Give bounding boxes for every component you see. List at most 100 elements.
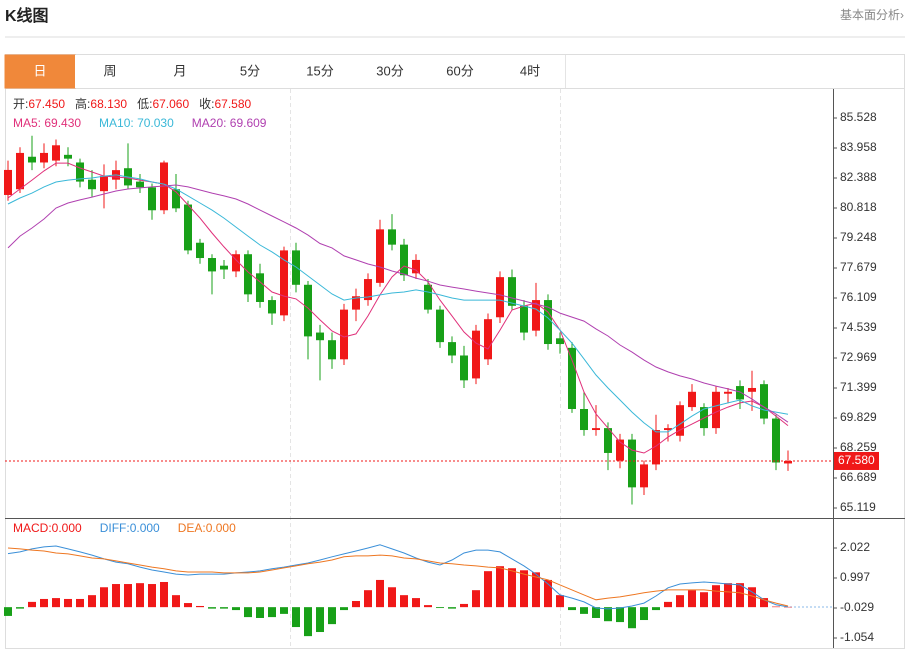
macd-bar <box>616 607 624 623</box>
macd-bar <box>244 607 252 618</box>
macd-bar <box>400 595 408 608</box>
indicator-line <box>7 162 789 454</box>
tab[interactable] <box>75 55 145 88</box>
tab[interactable] <box>425 55 495 88</box>
candle-body <box>172 189 180 209</box>
y-tick-label: 76.109 <box>840 290 877 304</box>
chart-frame <box>5 54 905 649</box>
candle-body <box>340 309 348 360</box>
ohlc-value: 67.060 <box>152 97 189 111</box>
y-tick-label: 85.528 <box>840 110 877 124</box>
macd-bar <box>460 603 468 608</box>
candle-body <box>640 464 648 488</box>
macd-bar <box>196 605 204 608</box>
macd-bar <box>592 607 600 618</box>
legend-entry: DEA:0.000 <box>178 521 236 535</box>
candle-body <box>508 277 516 306</box>
candle-body <box>352 296 360 310</box>
ohlc-name: 开: <box>13 97 28 111</box>
last-price-label: 67.580 <box>838 453 875 467</box>
macd-bar <box>256 607 264 618</box>
candle-body <box>376 229 384 283</box>
tab[interactable] <box>355 55 425 88</box>
candle-body <box>724 391 732 394</box>
macd-bar <box>292 607 300 628</box>
tab-label[interactable]: 月 <box>173 63 186 78</box>
y-tick-label: 77.679 <box>840 260 877 274</box>
tab-label[interactable]: 5分 <box>240 63 260 78</box>
candle-body <box>316 332 324 341</box>
candle-body <box>664 428 672 431</box>
candle-body <box>76 162 84 182</box>
candle-body <box>220 265 228 270</box>
macd-bar <box>544 579 552 608</box>
tab-label[interactable]: 周 <box>103 63 116 78</box>
candle-body <box>28 156 36 163</box>
tab[interactable] <box>145 55 215 88</box>
macd-bar <box>328 607 336 625</box>
macd-bar <box>628 607 636 629</box>
macd-bar <box>208 607 216 609</box>
ohlc-value: 67.580 <box>214 97 251 111</box>
candle-body <box>100 175 108 192</box>
candle-body <box>412 259 420 274</box>
macd-bar <box>268 607 276 618</box>
candle-body <box>256 273 264 302</box>
ohlc-name: 低: <box>137 97 152 111</box>
candle-body <box>148 187 156 211</box>
y-tick-label: 0.997 <box>840 570 870 584</box>
tab-label[interactable]: 30分 <box>376 63 403 78</box>
tab-label[interactable]: 60分 <box>446 63 473 78</box>
macd-bar <box>4 607 12 616</box>
y-tick-label: 65.119 <box>840 500 876 514</box>
macd-bar <box>556 595 564 608</box>
tab[interactable] <box>4 54 76 89</box>
macd-bar <box>172 595 180 608</box>
candle-body <box>460 355 468 381</box>
y-tick-label: 2.022 <box>840 540 870 554</box>
macd-bar <box>712 585 720 608</box>
tab-label[interactable]: 15分 <box>306 63 333 78</box>
macd-bar <box>340 607 348 611</box>
candle-body <box>760 384 768 419</box>
y-tick-label: 71.399 <box>840 380 877 394</box>
candle-body <box>196 242 204 259</box>
y-tick-label: 80.818 <box>840 200 877 214</box>
macd-bar <box>124 584 132 608</box>
tab-label[interactable]: 4时 <box>520 63 540 78</box>
macd-bar <box>484 571 492 608</box>
candle-body <box>676 405 684 436</box>
macd-bar <box>784 606 792 608</box>
macd-bar <box>412 598 420 608</box>
macd-bar <box>508 568 516 608</box>
legend: MA5: 69.430 MA10: 70.030 MA20: 69.609 <box>13 116 267 130</box>
macd-bar <box>40 598 48 608</box>
candle-body <box>448 342 456 356</box>
candle-body <box>244 254 252 295</box>
analysis-link[interactable]: 基本面分析› <box>840 8 904 22</box>
ohlc-name: 收: <box>199 97 214 111</box>
tab-label[interactable]: 日 <box>33 63 46 78</box>
candle-body <box>436 309 444 343</box>
candle-body <box>748 387 756 392</box>
tab[interactable] <box>495 55 565 88</box>
macd-bar <box>100 587 108 608</box>
macd-bar <box>688 590 696 608</box>
macd-bar <box>736 583 744 608</box>
candle-body <box>184 204 192 251</box>
candle-body <box>52 145 60 161</box>
legend: MACD:0.000 DIFF:0.000 DEA:0.000 <box>13 521 236 535</box>
macd-bar <box>316 607 324 633</box>
y-tick-label: -0.029 <box>840 600 874 614</box>
macd-bar <box>520 570 528 608</box>
macd-bar <box>280 607 288 614</box>
candle-body <box>784 460 792 464</box>
macd-bar <box>676 595 684 608</box>
legend-entry: MA5: 69.430 <box>13 116 81 130</box>
candle-body <box>388 229 396 245</box>
candle-body <box>16 152 24 190</box>
tab[interactable] <box>285 55 355 88</box>
tab[interactable] <box>215 55 285 88</box>
macd-bar <box>136 583 144 608</box>
